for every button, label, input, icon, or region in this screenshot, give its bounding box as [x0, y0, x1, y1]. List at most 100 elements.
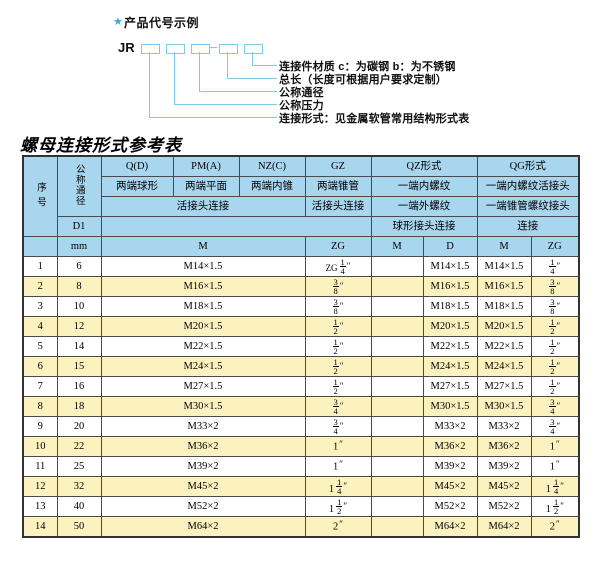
- cell-qz-d: M45×2: [422, 476, 478, 497]
- cell-qg-m: M18×1.5: [476, 296, 532, 317]
- cell-qz-m: [370, 356, 424, 377]
- cell-index: 5: [22, 336, 58, 357]
- leader-line-1: [252, 52, 273, 66]
- table-row: 9 20 M33×2 3 4 ″ M33×2 M33×2 3 4 ″: [22, 416, 581, 437]
- cell-gz-size: 2″: [304, 516, 372, 538]
- cell-thread-m: M27×1.5: [100, 376, 306, 397]
- cell-qg-m: M14×1.5: [476, 256, 532, 277]
- header-connection-qz: 一端外螺纹: [370, 196, 478, 217]
- cell-thread-m: M52×2: [100, 496, 306, 517]
- cell-nominal-diameter: 8: [56, 276, 102, 297]
- annotation-connection-type: 连接形式：见金属软管常用结构形式表: [279, 113, 470, 125]
- table-title: 螺母连接形式参考表: [20, 136, 182, 155]
- cell-qg-m: M16×1.5: [476, 276, 532, 297]
- cell-qz-m: [370, 396, 424, 417]
- cell-gz-size: 1 1 4 ″: [304, 476, 372, 497]
- cell-thread-m: M14×1.5: [100, 256, 306, 277]
- cell-qz-m: [370, 496, 424, 517]
- cell-nominal-diameter: 40: [56, 496, 102, 517]
- header-unit-qg-m: M: [476, 236, 532, 257]
- header-nominal-diameter: 公称通径: [56, 155, 102, 217]
- cell-qz-d: M52×2: [422, 496, 478, 517]
- header-d1: D1: [56, 216, 102, 237]
- header-row-units: mm M ZG M D M ZG: [22, 236, 581, 257]
- code-box-4: [219, 44, 238, 54]
- cell-gz-size: 1″: [304, 456, 372, 477]
- cell-qz-d: M22×1.5: [422, 336, 478, 357]
- header-spacer: [100, 216, 372, 237]
- cell-qz-d: M20×1.5: [422, 316, 478, 337]
- cell-thread-m: M39×2: [100, 456, 306, 477]
- header-unit-qz-d: D: [422, 236, 478, 257]
- cell-thread-m: M33×2: [100, 416, 306, 437]
- cell-qz-d: M64×2: [422, 516, 478, 538]
- cell-nominal-diameter: 25: [56, 456, 102, 477]
- product-code-diagram: ★ 产品代号示例 JR 连接件材质 c：为碳钢 b：为不锈钢 总长（长度可根据用…: [0, 0, 600, 132]
- cell-nominal-diameter: 15: [56, 356, 102, 377]
- cell-qz-d: M16×1.5: [422, 276, 478, 297]
- cell-nominal-diameter: 14: [56, 336, 102, 357]
- header-index-label-1: 序: [35, 182, 46, 193]
- leader-line-3-ext: [272, 90, 277, 92]
- cell-qg-m: M36×2: [476, 436, 532, 457]
- cell-nominal-diameter: 12: [56, 316, 102, 337]
- cell-qz-m: [370, 296, 424, 317]
- product-code-heading: 产品代号示例: [124, 16, 200, 30]
- leader-line-3: [199, 52, 273, 92]
- table-row: 11 25 M39×2 1″ M39×2 M39×2 1″: [22, 456, 581, 477]
- cell-qg-zg: 1 2 ″: [530, 376, 581, 397]
- cell-qg-zg: 1 1 4 ″: [530, 476, 581, 497]
- cell-nominal-diameter: 18: [56, 396, 102, 417]
- cell-qg-m: M20×1.5: [476, 316, 532, 337]
- cell-qz-m: [370, 436, 424, 457]
- cell-gz-size: 1 2 ″: [304, 356, 372, 377]
- nut-connection-reference-table: 序 号 公称通径 Q(D) PM(A) NZ(C) GZ QZ形式 QG形式 两…: [22, 155, 581, 538]
- cell-gz-size: 3 8 ″: [304, 276, 372, 297]
- cell-gz-size: 1 2 ″: [304, 336, 372, 357]
- header-code-qd: Q(D): [100, 155, 174, 177]
- cell-nominal-diameter: 32: [56, 476, 102, 497]
- cell-qg-zg: 3 8 ″: [530, 296, 581, 317]
- cell-qg-zg: 1″: [530, 456, 581, 477]
- cell-qg-zg: 3 4 ″: [530, 396, 581, 417]
- annotation-nominal-pressure: 公称压力: [279, 100, 324, 112]
- cell-qg-zg: 3 8 ″: [530, 276, 581, 297]
- cell-index: 9: [22, 416, 58, 437]
- table-row: 2 8 M16×1.5 3 8 ″ M16×1.5 M16×1.5 3 8 ″: [22, 276, 581, 297]
- table-row: 10 22 M36×2 1″ M36×2 M36×2 1″: [22, 436, 581, 457]
- table-row: 4 12 M20×1.5 1 2 ″ M20×1.5 M20×1.5 1 2 ″: [22, 316, 581, 337]
- cell-thread-m: M45×2: [100, 476, 306, 497]
- header-index: 序 号: [22, 155, 58, 237]
- header-nominal-diameter-label: 公称通径: [73, 163, 85, 206]
- cell-qz-m: [370, 456, 424, 477]
- header-code-qg: QG形式: [476, 155, 581, 177]
- header-unit-m-group: M: [100, 236, 306, 257]
- cell-index: 8: [22, 396, 58, 417]
- cell-index: 2: [22, 276, 58, 297]
- header-connection2-qg: 连接: [476, 216, 581, 237]
- cell-index: 11: [22, 456, 58, 477]
- cell-qz-m: [370, 336, 424, 357]
- header-end-qz: 一端内螺纹: [370, 176, 478, 197]
- header-end-qg: 一端内螺纹活接头: [476, 176, 581, 197]
- header-row-end-form: 两端球形 两端平面 两端内锥 两端锥管 一端内螺纹 一端内螺纹活接头: [23, 176, 581, 197]
- code-box-2: [166, 44, 185, 54]
- cell-nominal-diameter: 6: [56, 256, 102, 277]
- leader-line-1-ext: [272, 64, 277, 66]
- cell-qg-zg: 1 1 2 ″: [530, 496, 581, 517]
- header-connection2-qz: 球形接头连接: [370, 216, 478, 237]
- cell-qg-zg: 1 2 ″: [530, 336, 581, 357]
- cell-gz-size: 3 8 ″: [304, 296, 372, 317]
- cell-qg-m: M33×2: [476, 416, 532, 437]
- table-row: 12 32 M45×2 1 1 4 ″ M45×2 M45×2 1 1 4 ″: [22, 476, 581, 497]
- table-row: 8 18 M30×1.5 3 4 ″ M30×1.5 M30×1.5 3 4 ″: [22, 396, 581, 417]
- cell-gz-size: 1 2 ″: [304, 376, 372, 397]
- cell-qg-m: M45×2: [476, 476, 532, 497]
- cell-qg-zg: 1 2 ″: [530, 316, 581, 337]
- cell-nominal-diameter: 22: [56, 436, 102, 457]
- code-prefix-jr: JR: [118, 40, 135, 55]
- code-box-3: [191, 44, 210, 54]
- cell-index: 1: [22, 256, 58, 277]
- annotation-material: 连接件材质 c：为碳钢 b：为不锈钢: [279, 61, 456, 73]
- header-row-connection: 活接头连接 活接头连接 一端外螺纹 一端锥管螺纹接头: [23, 196, 581, 217]
